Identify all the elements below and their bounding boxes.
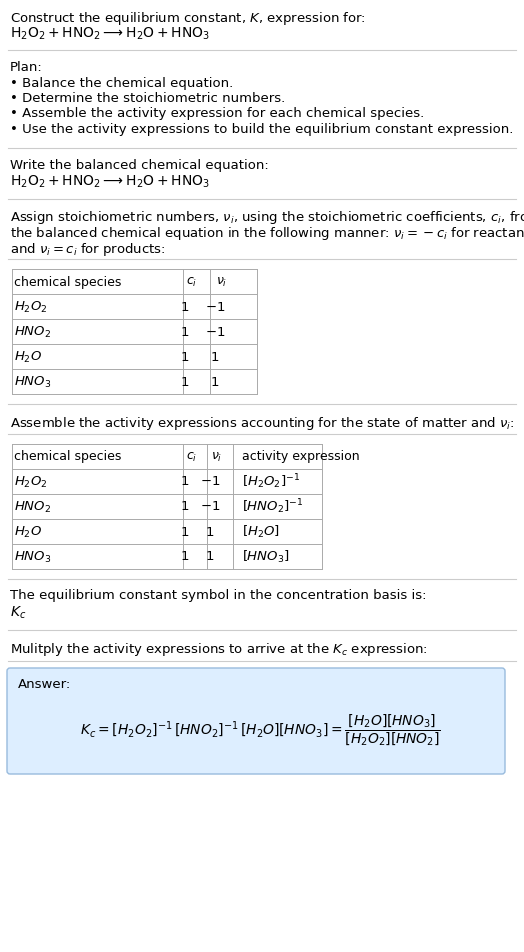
- Text: $-1$: $-1$: [200, 475, 220, 488]
- Text: $[HNO_2]^{-1}$: $[HNO_2]^{-1}$: [242, 497, 303, 516]
- Text: Mulitply the activity expressions to arrive at the $K_c$ expression:: Mulitply the activity expressions to arr…: [10, 640, 428, 657]
- Text: $1$: $1$: [205, 550, 215, 563]
- Text: 1: 1: [181, 525, 189, 538]
- Text: Plan:: Plan:: [10, 61, 43, 74]
- Text: The equilibrium constant symbol in the concentration basis is:: The equilibrium constant symbol in the c…: [10, 589, 427, 602]
- Text: $HNO_3$: $HNO_3$: [14, 374, 51, 389]
- Text: $H_2O_2$: $H_2O_2$: [14, 300, 48, 315]
- Text: chemical species: chemical species: [14, 450, 122, 463]
- Text: $K_c = [H_2O_2]^{-1}\,[HNO_2]^{-1}\,[H_2O][HNO_3] = \dfrac{[H_2O][HNO_3]}{[H_2O_: $K_c = [H_2O_2]^{-1}\,[HNO_2]^{-1}\,[H_2…: [80, 712, 441, 746]
- Text: $HNO_2$: $HNO_2$: [14, 325, 51, 340]
- Text: $1$: $1$: [210, 376, 220, 388]
- Text: $\mathdefault{H_2O_2 + HNO_2 \longrightarrow H_2O + HNO_3}$: $\mathdefault{H_2O_2 + HNO_2 \longrighta…: [10, 174, 210, 190]
- Text: Assemble the activity expressions accounting for the state of matter and $\nu_i$: Assemble the activity expressions accoun…: [10, 414, 515, 431]
- Text: Assign stoichiometric numbers, $\nu_i$, using the stoichiometric coefficients, $: Assign stoichiometric numbers, $\nu_i$, …: [10, 209, 524, 227]
- Text: $HNO_2$: $HNO_2$: [14, 499, 51, 514]
- Text: $\nu_i$: $\nu_i$: [211, 450, 223, 463]
- Text: • Determine the stoichiometric numbers.: • Determine the stoichiometric numbers.: [10, 92, 285, 105]
- Text: $H_2O$: $H_2O$: [14, 349, 42, 365]
- Text: Write the balanced chemical equation:: Write the balanced chemical equation:: [10, 158, 269, 171]
- Text: $1$: $1$: [210, 350, 220, 364]
- Text: $[HNO_3]$: $[HNO_3]$: [242, 548, 289, 565]
- Text: $[H_2O_2]^{-1}$: $[H_2O_2]^{-1}$: [242, 472, 300, 491]
- Text: • Use the activity expressions to build the equilibrium constant expression.: • Use the activity expressions to build …: [10, 123, 514, 136]
- Text: $c_i$: $c_i$: [187, 276, 198, 288]
- Text: • Assemble the activity expression for each chemical species.: • Assemble the activity expression for e…: [10, 108, 424, 120]
- Text: Answer:: Answer:: [18, 677, 71, 690]
- Text: $H_2O_2$: $H_2O_2$: [14, 474, 48, 489]
- Text: 1: 1: [181, 376, 189, 388]
- Text: chemical species: chemical species: [14, 276, 122, 288]
- Text: $1$: $1$: [205, 525, 215, 538]
- Text: $-1$: $-1$: [205, 301, 225, 313]
- Text: • Balance the chemical equation.: • Balance the chemical equation.: [10, 76, 233, 89]
- Text: 1: 1: [181, 326, 189, 339]
- FancyBboxPatch shape: [7, 668, 505, 774]
- Text: 1: 1: [181, 301, 189, 313]
- Text: and $\nu_i = c_i$ for products:: and $\nu_i = c_i$ for products:: [10, 240, 166, 257]
- Text: $HNO_3$: $HNO_3$: [14, 549, 51, 564]
- Text: 1: 1: [181, 475, 189, 488]
- Text: $\mathdefault{H_2O_2 + HNO_2 \longrightarrow H_2O + HNO_3}$: $\mathdefault{H_2O_2 + HNO_2 \longrighta…: [10, 26, 210, 42]
- Text: $[H_2O]$: $[H_2O]$: [242, 524, 280, 540]
- Text: $H_2O$: $H_2O$: [14, 524, 42, 539]
- Text: Construct the equilibrium constant, $K$, expression for:: Construct the equilibrium constant, $K$,…: [10, 10, 366, 27]
- Text: 1: 1: [181, 350, 189, 364]
- Text: 1: 1: [181, 550, 189, 563]
- Text: $-1$: $-1$: [205, 326, 225, 339]
- Text: 1: 1: [181, 500, 189, 513]
- Text: $c_i$: $c_i$: [187, 450, 198, 463]
- Text: $-1$: $-1$: [200, 500, 220, 513]
- Text: $K_c$: $K_c$: [10, 605, 26, 621]
- Text: $\nu_i$: $\nu_i$: [216, 276, 228, 288]
- Text: activity expression: activity expression: [242, 450, 359, 463]
- Text: the balanced chemical equation in the following manner: $\nu_i = -c_i$ for react: the balanced chemical equation in the fo…: [10, 225, 524, 242]
